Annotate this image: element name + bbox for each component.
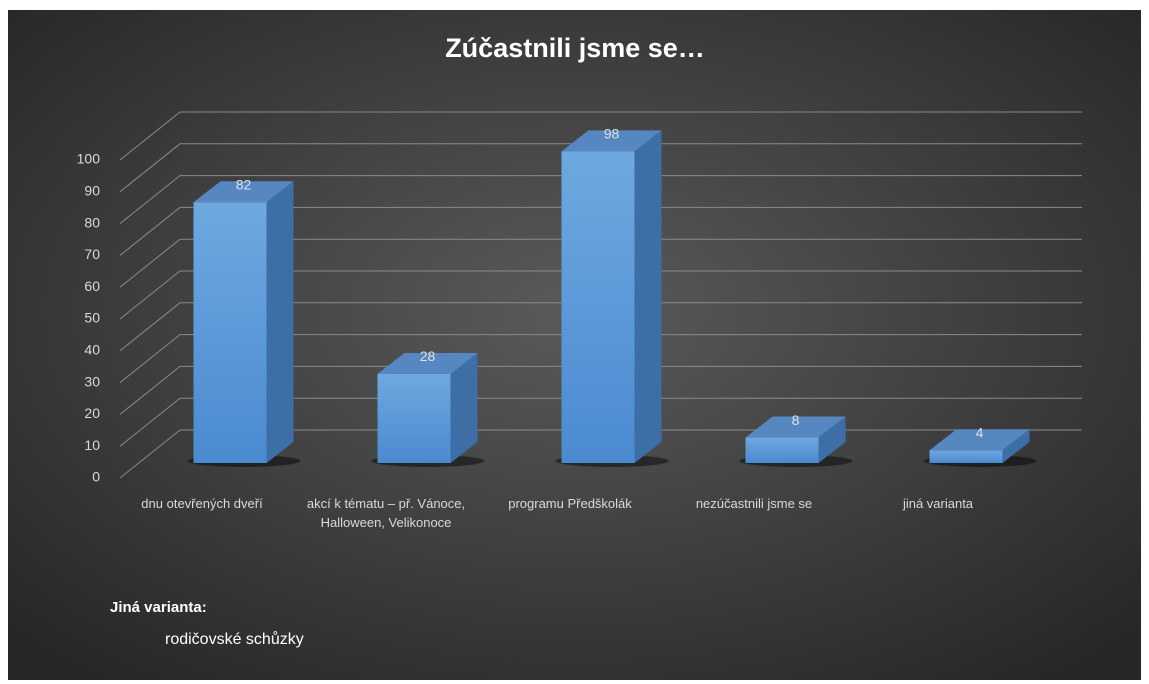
- chart-title: Zúčastnili jsme se…: [445, 33, 705, 63]
- x-tick-label: programu Předškolák: [508, 496, 632, 511]
- bar-side: [634, 130, 662, 464]
- grid-line: [119, 270, 1082, 320]
- data-label: 8: [792, 412, 800, 428]
- bar-front: [561, 151, 635, 464]
- bar-front: [193, 202, 267, 464]
- grid-line: [119, 206, 1082, 256]
- data-label: 98: [604, 126, 620, 142]
- grid-line: [119, 397, 1082, 447]
- y-tick-label: 80: [84, 214, 100, 230]
- bar-top: [193, 181, 294, 203]
- grid-line: [119, 143, 1082, 193]
- data-label: 4: [976, 424, 984, 440]
- y-tick-label: 20: [84, 405, 100, 421]
- x-tick-label: nezúčastnili jsme se: [695, 496, 813, 511]
- bar-side: [1002, 429, 1030, 463]
- bar-front: [929, 450, 1003, 463]
- bar: [371, 352, 485, 467]
- x-tick-label: akcí k tématu – př. Vánoce, Halloween, V…: [306, 496, 466, 530]
- note-title: Jiná varianta:: [110, 599, 207, 616]
- grid-line: [119, 302, 1082, 352]
- data-label: 82: [236, 176, 252, 192]
- bar-front: [377, 373, 451, 463]
- bar-side: [450, 352, 478, 463]
- bar-front: [745, 437, 819, 463]
- y-tick-label: 100: [77, 151, 101, 167]
- y-tick-label: 0: [92, 469, 100, 485]
- bar: [187, 181, 301, 467]
- grid-line: [119, 175, 1082, 224]
- y-tick-label: 60: [84, 278, 100, 294]
- bar-top: [377, 352, 478, 374]
- bar: [555, 130, 669, 467]
- grid-line: [119, 334, 1082, 383]
- x-tick-label: dnu otevřených dveří: [141, 496, 263, 511]
- y-tick-label: 10: [84, 437, 100, 453]
- bar-side: [818, 416, 846, 463]
- bar-top: [745, 416, 846, 438]
- grid-line: [119, 238, 1082, 288]
- x-tick-label: jiná varianta: [902, 496, 974, 511]
- y-tick-label: 30: [84, 373, 100, 389]
- y-tick-label: 40: [84, 342, 100, 358]
- bar-top: [929, 429, 1030, 451]
- y-tick-label: 50: [84, 310, 100, 326]
- grid-line: [119, 365, 1082, 415]
- y-tick-label: 90: [84, 183, 100, 199]
- bar: [923, 429, 1037, 467]
- y-tick-label: 70: [84, 246, 100, 262]
- bar-side: [266, 181, 294, 464]
- data-label: 28: [420, 348, 436, 364]
- bar: [739, 416, 853, 467]
- grid-line: [119, 111, 1082, 161]
- bar-top: [561, 130, 662, 152]
- note-text: rodičovské schůzky: [165, 630, 304, 648]
